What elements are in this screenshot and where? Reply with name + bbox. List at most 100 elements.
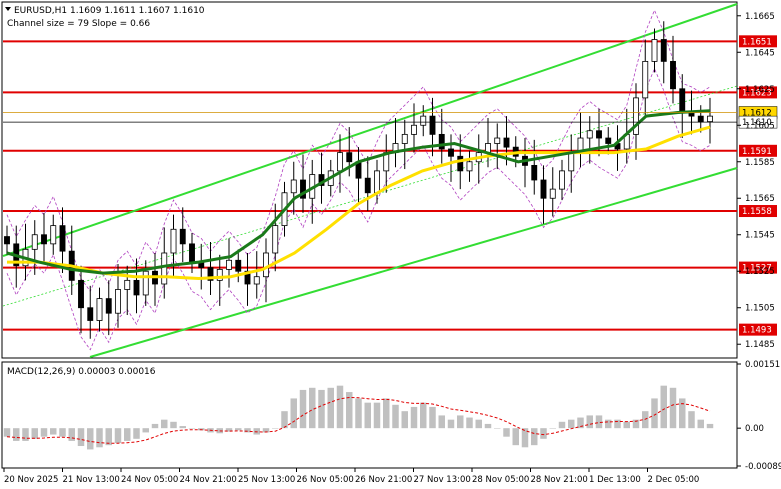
level-label-bg (739, 35, 777, 48)
candle-body (124, 279, 131, 290)
candle-body (263, 252, 269, 278)
macd-tick-label: -0.00089 (745, 462, 781, 472)
macd-bar (558, 421, 566, 429)
macd-bar (679, 398, 686, 429)
candle-body (337, 152, 343, 172)
candle-body (50, 225, 57, 245)
macd-label: MACD(12,26,9) 0.00003 0.00016 (7, 367, 156, 377)
level-label: 1.1591 (742, 147, 772, 157)
macd-bar (170, 421, 177, 429)
macd-bar (521, 428, 529, 448)
macd-bar (327, 387, 334, 429)
macd-bar (299, 389, 307, 429)
macd-tick-label: 0.00151 (745, 360, 780, 370)
time-tick-label: 26 Nov 21:00 (355, 475, 412, 485)
level-label: 1.1493 (742, 326, 772, 336)
symbol-line: EURUSD,H1 1.1609 1.1611 1.1607 1.1610 (14, 6, 205, 16)
macd-bar (706, 423, 714, 429)
macd-bar (577, 417, 584, 429)
candle-body (189, 243, 195, 263)
level-label-bg (739, 86, 777, 99)
macd-bar (336, 385, 344, 429)
macd-axis: 0.00151 0.00 -0.00089 (737, 360, 781, 472)
macd-bar (290, 398, 297, 429)
macd-bar (632, 419, 640, 429)
macd-bar (503, 428, 510, 437)
macd-signal-line (6, 396, 711, 444)
price-tick-label: 1.1645 (745, 48, 775, 58)
price-tick-label: 1.1585 (745, 158, 775, 168)
macd-bar (614, 419, 621, 429)
candle-body (364, 177, 371, 194)
macd-bar (151, 423, 159, 429)
candle-body (494, 137, 501, 144)
candle-body (429, 115, 436, 135)
candle-body (596, 130, 602, 139)
macd-bar (59, 428, 66, 437)
channel-upper-line (2, 3, 738, 257)
macd-bar (31, 428, 38, 439)
macd-bar (355, 398, 362, 429)
candle-body (568, 152, 575, 172)
candle-body (133, 279, 140, 296)
macd-bar (133, 428, 140, 439)
candle-body (679, 88, 686, 113)
candle-body (411, 124, 417, 135)
level-label: 1.1558 (742, 207, 772, 217)
price-tick-label: 1.1525 (745, 267, 775, 277)
candle-body (660, 39, 667, 62)
candle-body (559, 170, 565, 190)
candle-body (549, 188, 556, 199)
macd-bar (494, 428, 501, 429)
macd-bar (318, 389, 325, 429)
level-label-bg (739, 261, 777, 274)
macd-bar (244, 428, 251, 433)
candle-body (78, 279, 84, 309)
macd-bar (364, 402, 371, 429)
candle-body (207, 267, 214, 281)
candle-body (96, 298, 103, 321)
candle-body (226, 259, 232, 270)
macd-bar (253, 428, 260, 435)
candle-body (707, 115, 713, 123)
price-tick-label: 1.1605 (745, 121, 775, 131)
level-label-bg (739, 144, 777, 157)
candle-body (346, 152, 353, 163)
candle-body (448, 148, 454, 157)
macd-bar (142, 428, 149, 433)
macd-bar (87, 428, 94, 450)
candle-body (642, 60, 649, 99)
macd-tick-label: 0.00 (745, 424, 764, 434)
macd-bar (77, 428, 85, 447)
channel-line: Channel size = 79 Slope = 0.66 (7, 19, 150, 29)
time-tick-label: 25 Nov 13:00 (238, 475, 295, 485)
macd-bar (660, 385, 667, 429)
macd-bar (697, 419, 704, 429)
candle-body (41, 234, 47, 245)
macd-bar (179, 426, 186, 429)
macd-bar (383, 398, 390, 429)
macd-bar (50, 428, 57, 435)
candle-body (244, 270, 251, 285)
candle-body (4, 236, 10, 245)
candle-body (540, 179, 547, 199)
macd-bar (13, 428, 20, 441)
level-label: 1.1651 (742, 37, 772, 47)
price-tick-label: 1.1545 (745, 231, 775, 241)
macd-bar (429, 406, 436, 429)
macd-bar (475, 419, 482, 429)
dropdown-triangle-icon[interactable] (5, 7, 11, 11)
macd-bar (309, 387, 316, 429)
macd-bar (68, 428, 75, 441)
price-tick-label: 1.1665 (745, 12, 775, 22)
price-tick-label: 1.1565 (745, 194, 775, 204)
current-price-label: 1.1612 (742, 108, 772, 118)
macd-bar (688, 411, 695, 429)
time-tick-label: 26 Nov 05:00 (297, 475, 354, 485)
macd-bar (281, 411, 288, 429)
macd-bar (605, 419, 612, 429)
macd-bar (198, 428, 205, 431)
time-tick-label: 28 Nov 21:00 (531, 475, 588, 485)
price-tick-label: 1.1625 (745, 85, 775, 95)
trend-channel (2, 3, 738, 358)
